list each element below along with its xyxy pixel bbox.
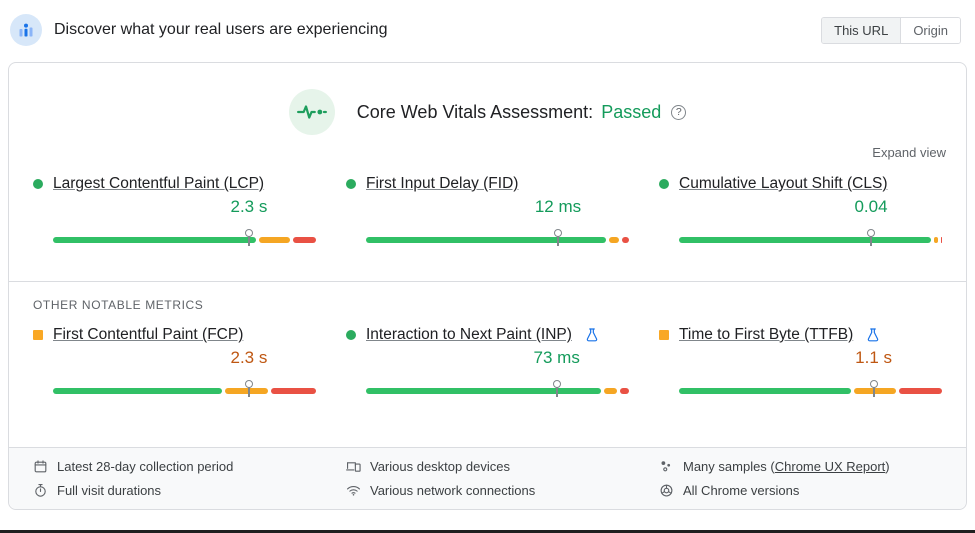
bar-segment-needs-improvement <box>259 237 290 243</box>
devices-item: Various desktop devices <box>346 459 629 474</box>
metric-value: 0.04 <box>854 197 888 216</box>
p75-marker-pin <box>244 229 254 246</box>
chrome-icon <box>660 484 673 497</box>
bar-segment-needs-improvement <box>603 388 618 394</box>
metric-link-lcp[interactable]: Largest Contentful Paint (LCP) <box>53 175 265 192</box>
footer-item-text: Many samples ( <box>683 459 775 474</box>
calendar-icon <box>34 460 47 473</box>
stopwatch-icon <box>35 484 46 497</box>
metric-inp: Interaction to Next Paint (INP) 73 ms <box>346 326 629 400</box>
help-icon[interactable]: ? <box>671 104 687 120</box>
other-metrics-label: OTHER NOTABLE METRICS <box>33 298 204 312</box>
distribution-bar <box>53 388 316 394</box>
footer-item-text: Various desktop devices <box>370 459 510 474</box>
good-indicator-icon <box>659 179 669 189</box>
top-header-bar: Discover what your real users are experi… <box>0 0 975 60</box>
good-indicator-icon <box>346 330 356 340</box>
metric-link-fid[interactable]: First Input Delay (FID) <box>366 175 519 192</box>
footer-item-text: Full visit durations <box>57 483 162 498</box>
collection-period-item: Latest 28-day collection period <box>33 459 316 474</box>
metric-ttfb: Time to First Byte (TTFB) 1.1 s <box>659 326 942 400</box>
p75-marker-pin <box>552 380 562 397</box>
distribution-chart: 0.04 <box>679 197 942 249</box>
core-vitals-row: Largest Contentful Paint (LCP) 2.3 s Fir… <box>9 175 966 249</box>
metric-fcp: First Contentful Paint (FCP) 2.3 s <box>33 326 316 400</box>
p75-marker-pin <box>553 229 563 246</box>
bar-segment-good <box>366 237 606 243</box>
collection-info-footer: Latest 28-day collection period Full vis… <box>9 447 966 509</box>
network-icon <box>347 486 360 496</box>
bar-segment-poor <box>899 388 942 394</box>
page-title: Discover what your real users are experi… <box>54 21 388 38</box>
metric-cls: Cumulative Layout Shift (CLS) 0.04 <box>659 175 942 249</box>
core-web-vitals-card: Core Web Vitals Assessment: Passed ? Exp… <box>8 62 967 510</box>
distribution-chart: 73 ms <box>366 348 629 400</box>
distribution-chart: 1.1 s <box>679 348 942 400</box>
bar-segment-good <box>366 388 601 394</box>
metric-link-ttfb[interactable]: Time to First Byte (TTFB) <box>679 326 854 343</box>
distribution-bar <box>366 237 629 243</box>
bar-segment-good <box>53 237 257 243</box>
experimental-flask-icon[interactable] <box>584 327 600 343</box>
bar-segment-good <box>679 237 931 243</box>
bar-segment-poor <box>620 388 629 394</box>
p75-marker-pin <box>244 380 254 397</box>
chrome-ux-report-link[interactable]: Chrome UX Report <box>774 459 886 474</box>
assessment-header: Core Web Vitals Assessment: Passed ? <box>9 89 966 135</box>
distribution-bar <box>679 237 942 243</box>
distribution-chart: 12 ms <box>366 197 629 249</box>
footer-item-text: Various network connections <box>370 483 536 498</box>
assessment-status: Passed <box>601 101 662 122</box>
metric-value: 2.3 s <box>230 197 268 216</box>
bar-segment-needs-improvement <box>608 237 619 243</box>
p75-marker-pin <box>869 380 879 397</box>
bar-segment-poor <box>941 237 942 243</box>
distribution-bar <box>366 388 629 394</box>
toggle-this-url[interactable]: This URL <box>822 17 902 43</box>
metric-value: 1.1 s <box>855 348 893 367</box>
footer-item-text: Latest 28-day collection period <box>57 459 234 474</box>
toggle-origin[interactable]: Origin <box>901 17 960 43</box>
network-item: Various network connections <box>346 483 629 498</box>
footer-item-text: All Chrome versions <box>683 483 800 498</box>
metric-value: 2.3 s <box>230 348 268 367</box>
samples-item: Many samples (Chrome UX Report) <box>659 459 942 474</box>
other-metrics-row: First Contentful Paint (FCP) 2.3 s Inter… <box>9 326 966 400</box>
metric-fid: First Input Delay (FID) 12 ms <box>346 175 629 249</box>
samples-icon <box>661 461 671 472</box>
good-indicator-icon <box>346 179 356 189</box>
footer-item-text: ) <box>885 459 890 474</box>
metric-link-inp[interactable]: Interaction to Next Paint (INP) <box>366 326 572 343</box>
bar-segment-good <box>679 388 851 394</box>
metric-link-fcp[interactable]: First Contentful Paint (FCP) <box>53 326 244 343</box>
distribution-bar <box>53 237 316 243</box>
bar-segment-poor <box>621 237 629 243</box>
page-bottom-edge <box>0 530 975 533</box>
distribution-bar <box>679 388 942 394</box>
good-indicator-icon <box>33 179 43 189</box>
chrome-versions-item: All Chrome versions <box>659 483 942 498</box>
visit-durations-item: Full visit durations <box>33 483 316 498</box>
field-data-users-icon <box>10 14 42 46</box>
section-divider <box>9 281 966 282</box>
distribution-chart: 2.3 s <box>53 197 316 249</box>
average-indicator-icon <box>33 330 43 340</box>
bar-segment-poor <box>293 237 316 243</box>
bar-segment-poor <box>270 388 316 394</box>
p75-marker-pin <box>866 229 876 246</box>
distribution-chart: 2.3 s <box>53 348 316 400</box>
bar-segment-good <box>53 388 222 394</box>
devices-icon <box>346 462 361 472</box>
average-indicator-icon <box>659 330 669 340</box>
bar-segment-needs-improvement <box>933 237 939 243</box>
metric-value: 12 ms <box>534 197 582 216</box>
metric-value: 73 ms <box>533 348 580 367</box>
metric-link-cls[interactable]: Cumulative Layout Shift (CLS) <box>679 175 888 192</box>
assessment-label: Core Web Vitals Assessment: <box>356 101 594 122</box>
pulse-icon <box>288 89 335 135</box>
scope-toggle: This URL Origin <box>821 16 961 44</box>
expand-view-link[interactable]: Expand view <box>872 145 946 160</box>
experimental-flask-icon[interactable] <box>865 327 881 343</box>
metric-lcp: Largest Contentful Paint (LCP) 2.3 s <box>33 175 316 249</box>
